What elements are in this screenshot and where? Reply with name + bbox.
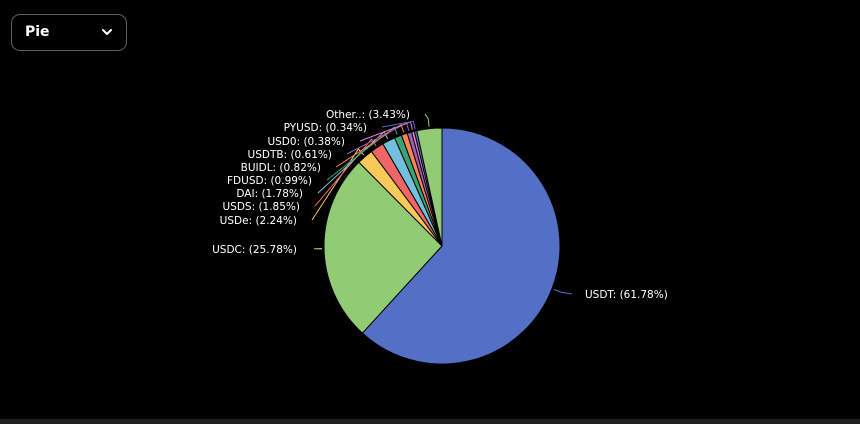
chart-type-select[interactable]: Pie: [11, 14, 127, 51]
pie-slice-other[interactable]: [416, 127, 443, 247]
pie-label-dai: DAI: (1.78%): [236, 188, 303, 200]
leader-line-other: [424, 113, 430, 127]
pie-label-usds: USDS: (1.85%): [222, 201, 300, 213]
pie-slice-usdc[interactable]: [323, 161, 443, 334]
pie-label-other: Other..: (3.43%): [326, 109, 410, 121]
leader-line-fdusd: [326, 126, 398, 181]
leader-line-usds: [314, 138, 377, 207]
pie-label-usd0: USD0: (0.38%): [267, 136, 345, 148]
pie-slice-usdt[interactable]: [361, 127, 561, 365]
pie-label-usde: USDe: (2.24%): [220, 215, 297, 227]
pie-label-usdt: USDT: (61.78%): [585, 289, 668, 301]
leader-line-pyusd: [381, 120, 416, 130]
leader-line-usdc: [313, 248, 323, 250]
leader-line-buidl: [335, 123, 405, 168]
leader-line-usdt: [553, 288, 573, 295]
pie-label-usdtb: USDTB: (0.61%): [248, 149, 332, 161]
bottom-bar: [0, 419, 860, 424]
chevron-down-icon: [102, 29, 112, 35]
pie-label-fdusd: FDUSD: (0.99%): [227, 175, 312, 187]
pie-label-pyusd: PYUSD: (0.34%): [284, 122, 367, 134]
pie-label-buidl: BUIDL: (0.82%): [241, 162, 321, 174]
chart-type-label: Pie: [25, 24, 50, 40]
pie-label-usdc: USDC: (25.78%): [212, 244, 297, 256]
